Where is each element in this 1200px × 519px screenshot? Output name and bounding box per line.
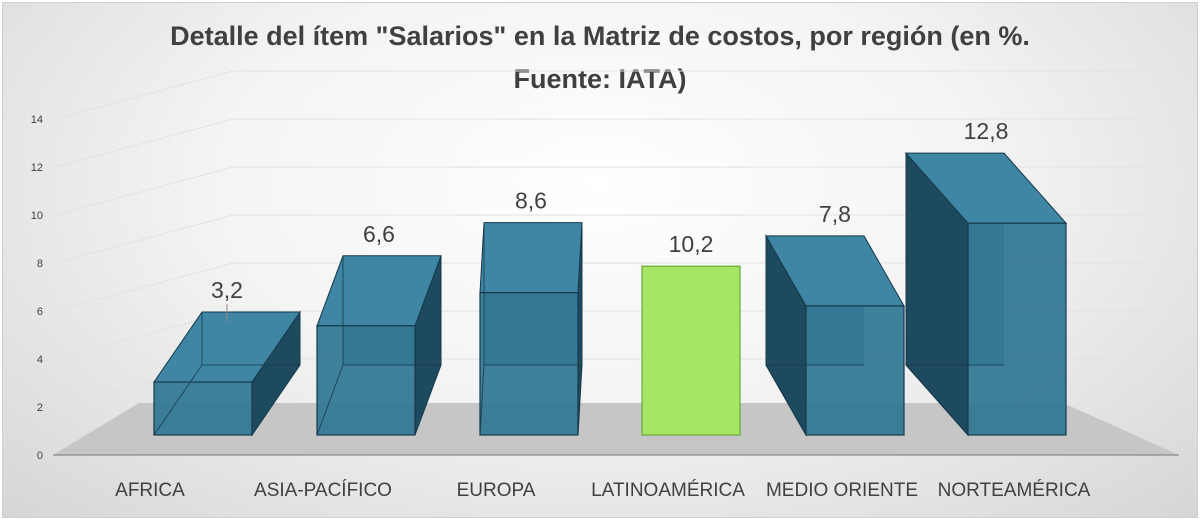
bar-chart: Detalle del ítem "Salarios" en la Matriz…	[31, 21, 1179, 501]
y-tick-label: 8	[37, 258, 43, 270]
bar-front-face	[641, 265, 741, 436]
data-label: 8,6	[515, 188, 547, 214]
y-tick-label: 12	[31, 162, 43, 174]
y-tick-label: 4	[37, 354, 43, 366]
bar-inner-edge	[765, 364, 807, 436]
bar-latinoamérica	[641, 265, 741, 436]
bar-medio oriente	[765, 234, 905, 437]
chart-title-line-1: Detalle del ítem "Salarios" en la Matriz…	[170, 21, 1030, 51]
bar-asia-pacífico	[316, 255, 442, 436]
x-tick-label: AFRICA	[115, 480, 185, 501]
y-tick-label: 0	[37, 450, 43, 462]
bar-front-face	[316, 325, 416, 436]
data-label: 6,6	[363, 221, 395, 247]
gridline-diagonal	[54, 70, 234, 120]
bar-series	[153, 151, 1068, 437]
y-axis: 0 2 4 6 8 10 12 14	[31, 114, 1179, 462]
bar-europa	[479, 222, 583, 436]
data-label: 3,2	[211, 277, 243, 303]
gridline-diagonal	[54, 262, 234, 312]
x-tick-label: NORTEAMÉRICA	[938, 480, 1091, 501]
y-tick-label: 10	[31, 210, 43, 222]
x-tick-label: ASIA-PACÍFICO	[254, 480, 392, 501]
x-axis: AFRICA ASIA-PACÍFICO EUROPA LATINOAMÉRICA ME…	[115, 480, 1091, 501]
x-tick-label: LATINOAMÉRICA	[591, 480, 745, 501]
data-label: 12,8	[964, 118, 1009, 144]
bar-front-face	[153, 381, 253, 436]
bar-front-face	[805, 305, 905, 436]
y-tick-label: 14	[31, 114, 43, 126]
gridline-diagonal	[54, 118, 234, 168]
bar-front-face	[479, 292, 579, 436]
bar-front-face	[967, 222, 1067, 436]
bar-inner-edge	[905, 364, 969, 436]
data-label: 7,8	[819, 201, 851, 227]
data-label: 10,2	[669, 231, 714, 257]
bar-africa	[153, 310, 301, 437]
bar-norteamérica	[904, 151, 1068, 437]
x-tick-label: MEDIO ORIENTE	[766, 480, 918, 501]
bar-inner-edge	[316, 364, 344, 436]
chart-title-line-2: Fuente: IATA)	[514, 64, 687, 94]
bar-inner-edge	[153, 364, 203, 436]
data-labels: 3,2 6,6 8,6 10,2 7,8 12,8	[211, 118, 1009, 323]
bar-inner-edge	[479, 364, 485, 436]
gridline-diagonal	[54, 214, 234, 264]
y-tick-label: 6	[37, 306, 43, 318]
gridline-diagonal	[54, 166, 234, 216]
y-tick-label: 2	[37, 402, 43, 414]
bar-top-face	[479, 222, 583, 294]
x-tick-label: EUROPA	[457, 480, 536, 501]
